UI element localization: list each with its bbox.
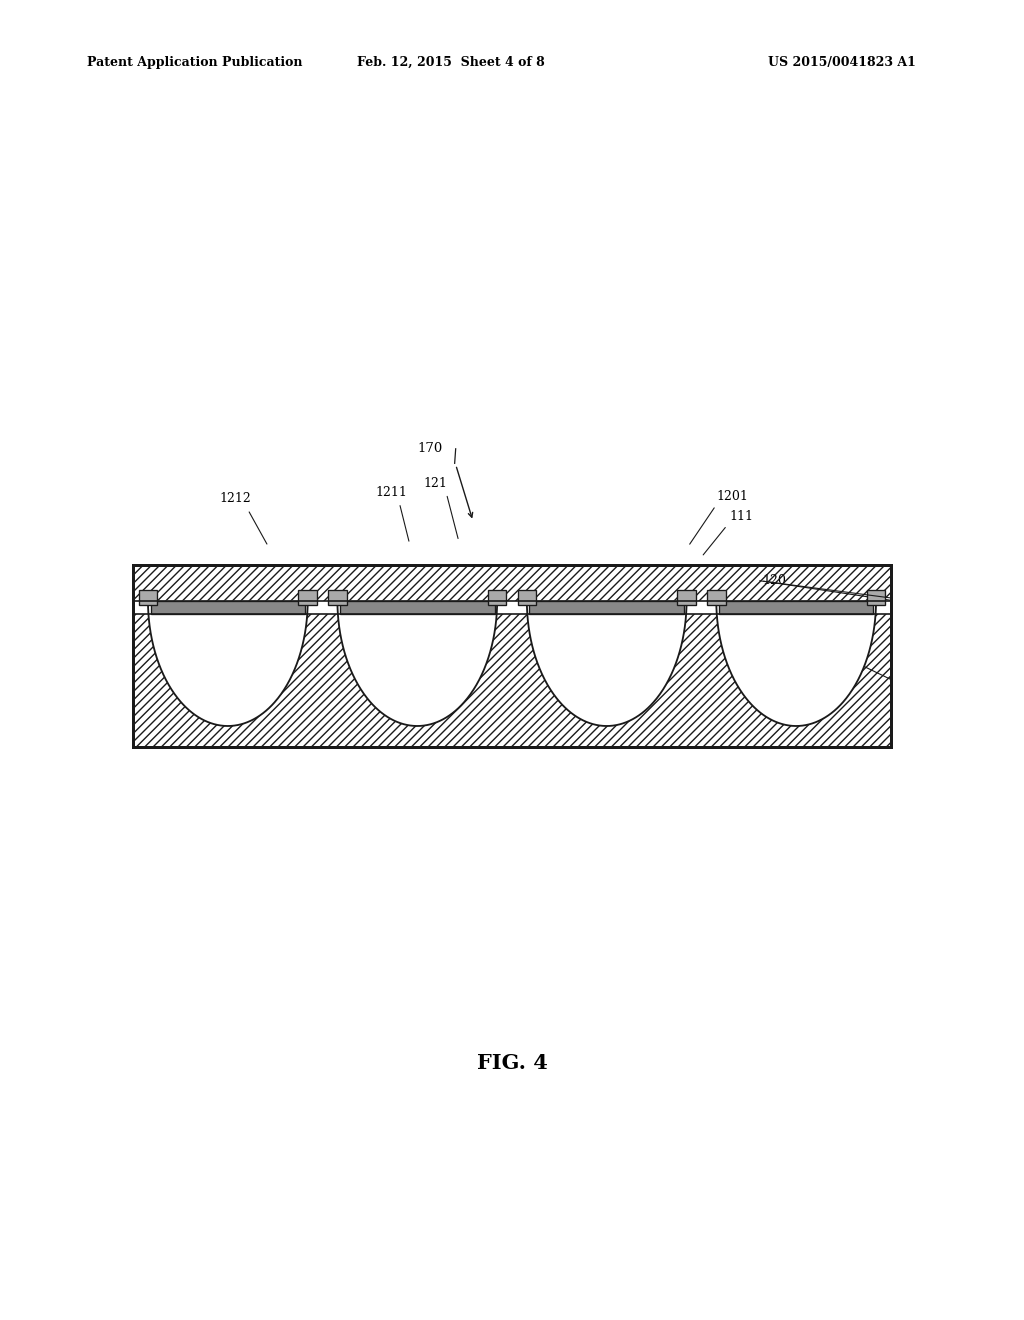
Text: US 2015/0041823 A1: US 2015/0041823 A1 xyxy=(768,55,915,69)
Text: 1201: 1201 xyxy=(717,490,749,503)
Text: 1211: 1211 xyxy=(375,486,408,499)
Text: 110: 110 xyxy=(763,610,786,623)
Bar xyxy=(133,614,891,747)
Bar xyxy=(139,590,158,606)
Bar xyxy=(133,565,891,747)
Text: 111: 111 xyxy=(729,510,753,523)
Bar xyxy=(719,601,873,614)
Text: Patent Application Publication: Patent Application Publication xyxy=(87,55,302,69)
Bar xyxy=(299,590,317,606)
Polygon shape xyxy=(148,601,307,726)
Text: Feb. 12, 2015  Sheet 4 of 8: Feb. 12, 2015 Sheet 4 of 8 xyxy=(356,55,545,69)
Bar xyxy=(678,590,696,606)
Polygon shape xyxy=(337,601,498,726)
Text: 170: 170 xyxy=(418,442,442,455)
Bar xyxy=(487,590,506,606)
Polygon shape xyxy=(717,601,876,726)
Text: FIG. 4: FIG. 4 xyxy=(476,1052,548,1073)
Bar xyxy=(518,590,537,606)
Bar xyxy=(151,601,305,614)
Bar xyxy=(707,590,725,606)
Bar xyxy=(866,590,885,606)
Text: 121: 121 xyxy=(423,477,447,490)
Bar xyxy=(529,601,684,614)
Polygon shape xyxy=(527,601,686,726)
Bar xyxy=(133,565,891,601)
Bar xyxy=(133,614,891,747)
Bar xyxy=(340,601,495,614)
Text: 120: 120 xyxy=(763,574,786,587)
Bar xyxy=(133,565,891,601)
Bar xyxy=(328,590,346,606)
Text: 1212: 1212 xyxy=(219,492,252,506)
